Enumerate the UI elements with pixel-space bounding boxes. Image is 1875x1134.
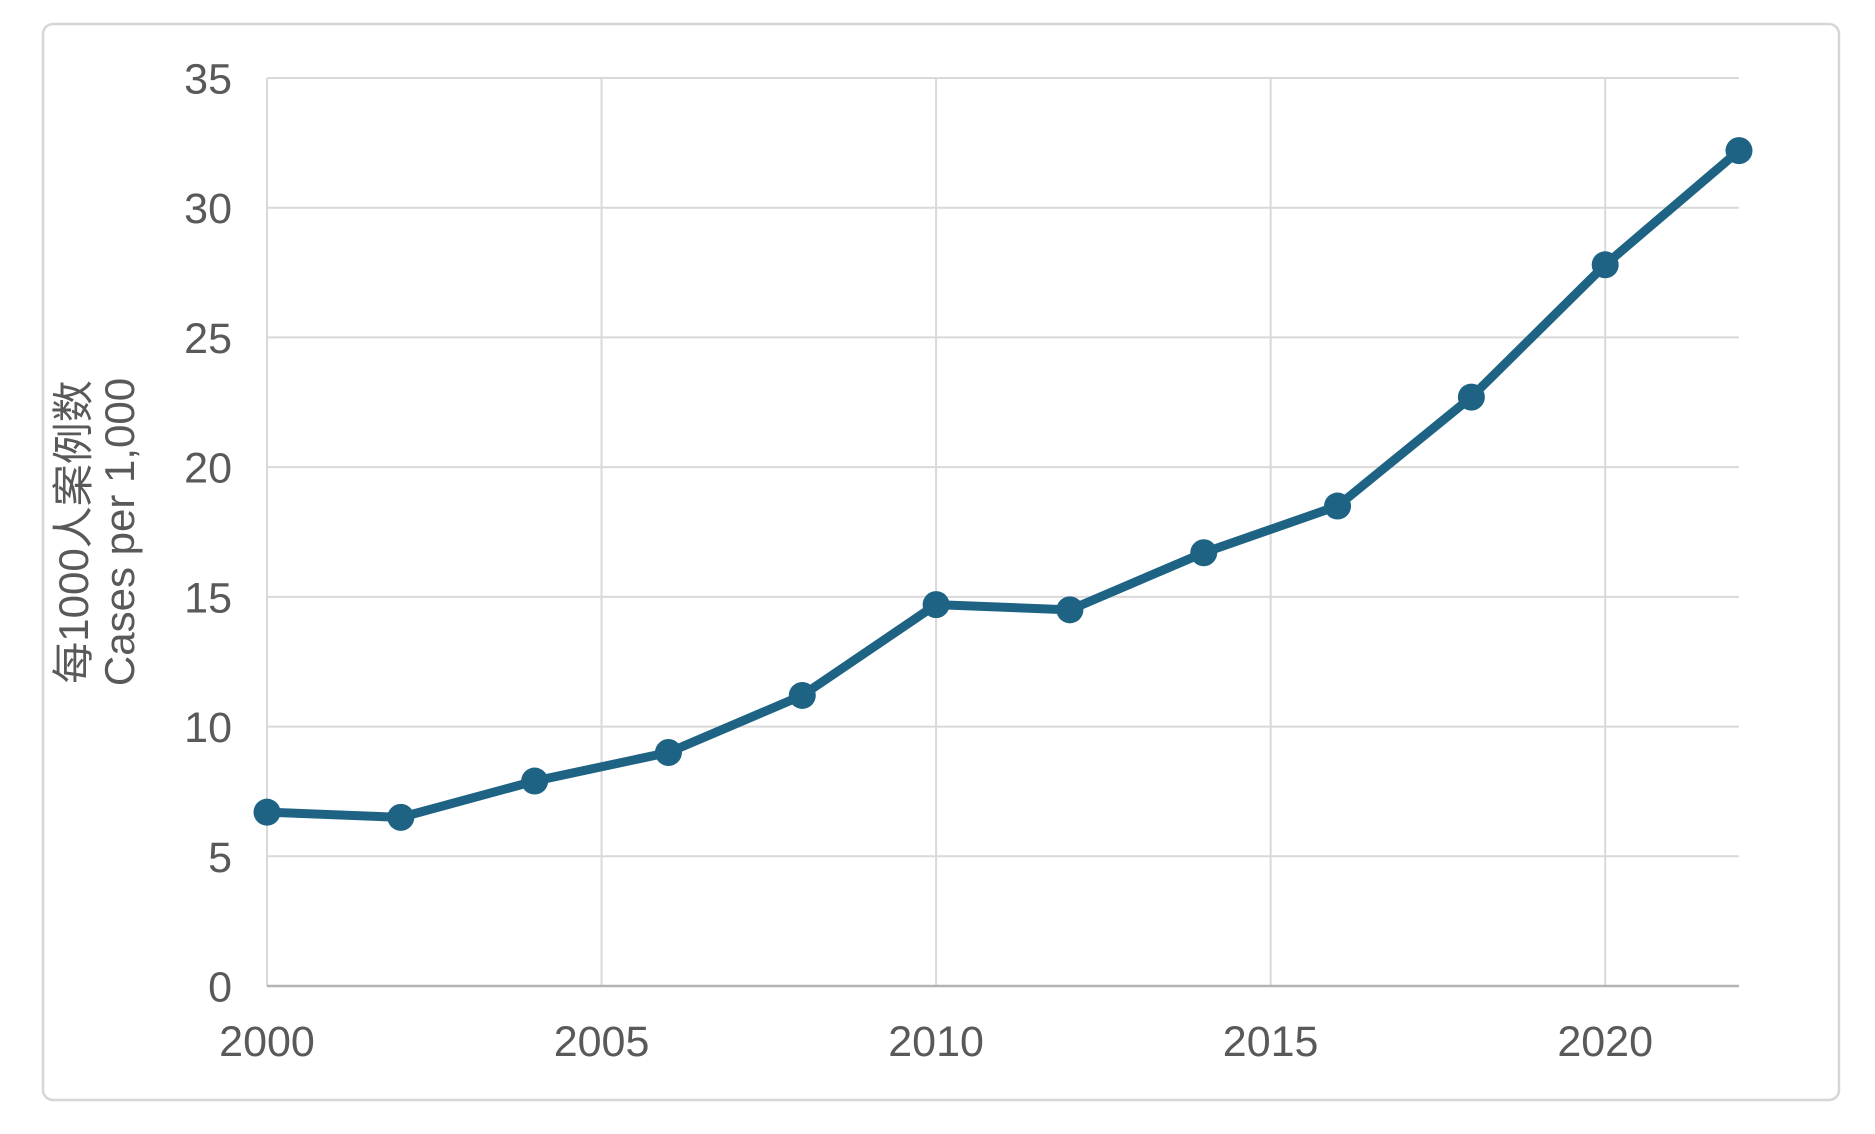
gridlines	[266, 77, 1739, 986]
data-point-2002	[387, 803, 415, 831]
data-series	[253, 137, 1753, 831]
data-point-2010	[922, 591, 950, 619]
x-axis-tick-labels: 2000 2005 2010 2015 2020	[219, 1018, 1653, 1066]
series-line	[262, 146, 1744, 822]
y-tick-label-20: 20	[184, 445, 232, 493]
y-axis-title-line1: 每1000人案例数	[50, 380, 97, 683]
x-tick-label-2000: 2000	[219, 1018, 315, 1066]
x-tick-label-2005: 2005	[554, 1018, 650, 1066]
data-point-2000	[253, 798, 281, 826]
data-point-2014	[1190, 539, 1218, 567]
x-tick-label-2015: 2015	[1223, 1018, 1319, 1066]
x-tick-label-2010: 2010	[888, 1018, 984, 1066]
y-tick-label-5: 5	[208, 834, 232, 882]
data-point-2022	[1725, 137, 1753, 165]
y-tick-label-25: 25	[184, 315, 232, 363]
data-point-2006	[654, 739, 682, 767]
y-tick-label-10: 10	[184, 704, 232, 752]
data-point-2020	[1591, 251, 1619, 279]
y-tick-label-15: 15	[184, 574, 232, 622]
data-point-2018	[1457, 383, 1485, 411]
y-tick-label-35: 35	[184, 55, 232, 103]
data-point-2004	[521, 767, 549, 795]
x-tick-label-2020: 2020	[1557, 1018, 1653, 1066]
y-axis-title-line2: Cases per 1,000	[96, 378, 143, 686]
data-point-2008	[788, 681, 816, 709]
chart-card-border	[41, 22, 1841, 1102]
y-tick-label-30: 30	[184, 185, 232, 233]
y-tick-label-0: 0	[208, 963, 232, 1011]
data-point-2012	[1056, 596, 1084, 624]
y-axis-tick-labels: 0 5 10 15 20 25 30 35	[184, 55, 232, 1011]
data-point-2016	[1324, 492, 1352, 520]
